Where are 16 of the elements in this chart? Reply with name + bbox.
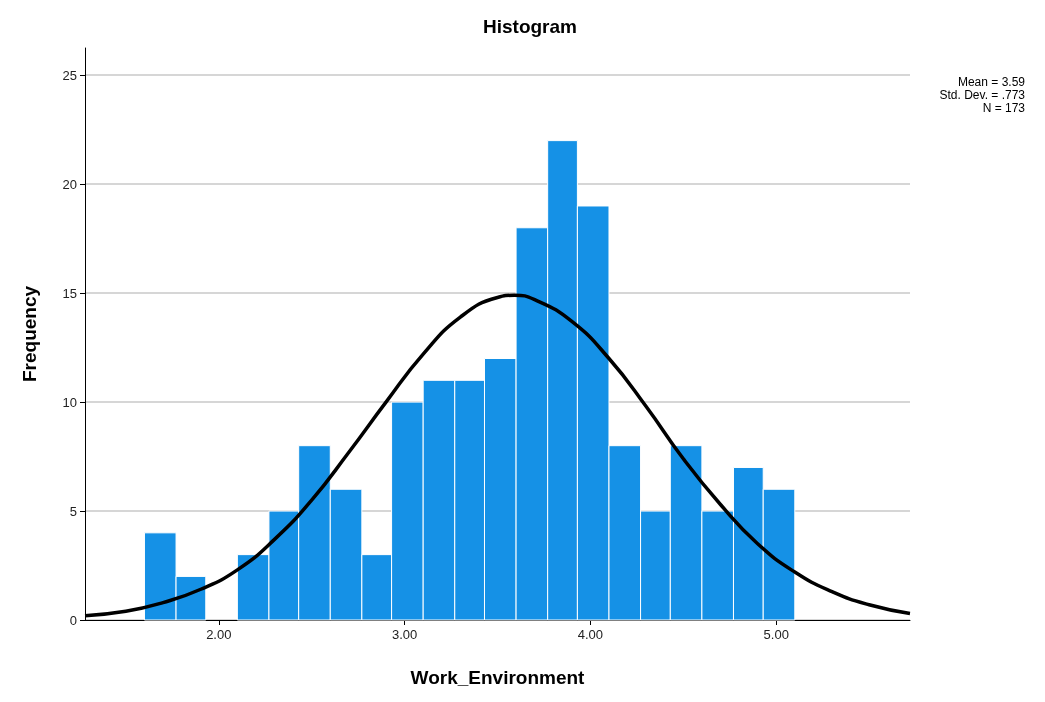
x-tick-label: 5.00 xyxy=(763,627,789,642)
y-axis-title: Frequency xyxy=(19,285,40,383)
text: Std. Dev. = .773 xyxy=(939,88,1026,102)
x-tick-label: 2.00 xyxy=(206,627,232,642)
x-axis-title: Work_Environment xyxy=(410,667,586,688)
x-tick-label: 4.00 xyxy=(577,627,604,642)
y-tick-label: 10 xyxy=(62,394,77,410)
text: N = 173 xyxy=(982,101,1026,115)
y-tick-label: 15 xyxy=(62,285,77,301)
chart-title: Histogram xyxy=(483,16,577,37)
y-tick-label: 20 xyxy=(62,176,77,192)
y-tick-label: 5 xyxy=(69,503,77,519)
y-tick-label: 0 xyxy=(69,612,77,628)
y-tick-label: 25 xyxy=(62,67,77,83)
x-tick-label: 3.00 xyxy=(391,627,418,642)
text: Mean = 3.59 xyxy=(957,75,1026,89)
